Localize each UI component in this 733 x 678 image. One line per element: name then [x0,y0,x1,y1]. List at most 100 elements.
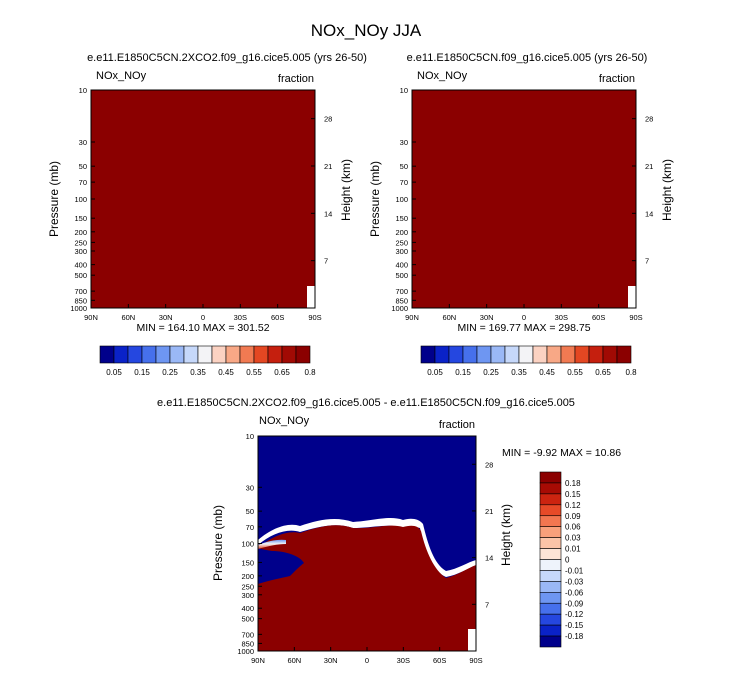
y-tick-label: 850 [74,296,87,305]
x-tick-label: 0 [522,313,526,322]
colorbar-swatch [539,624,562,637]
x-tick-label: 30N [324,656,338,665]
panel-ref-right-label: fraction [278,73,314,85]
y2-tick-label: 14 [645,209,653,218]
y-tick-label: 850 [241,639,254,648]
x-tick-label: 30S [234,313,247,322]
y-tick-label: 850 [395,296,408,305]
colorbar-swatch [539,548,562,560]
colorbar-swatch [602,345,618,364]
colorbar-label: 0.15 [134,368,150,377]
colorbar-label: 0.09 [565,512,581,521]
panel-test-colorbar-labels: 0.05 0.15 0.25 0.35 0.45 0.55 0.65 0.8 [427,368,637,377]
y-tick-label: 400 [74,261,87,270]
colorbar-swatch [546,345,562,364]
y-tick-label: 250 [395,238,408,247]
panel-ref: e.e11.E1850C5CN.2XCO2.f09_g16.cice5.005 … [47,52,367,377]
panel-diff-title: e.e11.E1850C5CN.2XCO2.f09_g16.cice5.005 … [157,397,575,409]
colorbar-swatch [127,345,143,364]
colorbar-label: 0.12 [565,501,581,510]
panel-ref-colorbar [99,345,311,364]
colorbar-swatch [539,537,562,549]
panel-ref-left-label: NOx_NOy [96,70,147,82]
colorbar-swatch [490,345,506,364]
panel-diff-right-label: fraction [439,419,475,431]
colorbar-swatch [183,345,199,364]
colorbar-label: -0.03 [565,577,584,586]
x-tick-label: 30N [159,313,173,322]
x-tick-label: 60N [287,656,301,665]
colorbar-swatch [532,345,548,364]
colorbar-label: 0.8 [625,368,637,377]
y-tick-label: 1000 [237,647,254,656]
y-tick-label: 500 [395,271,408,280]
panel-diff-stats: MIN = -9.92 MAX = 10.86 [502,447,621,459]
panel-test-x-ticks: 90N 60N 30N 0 30S 60S 90S [405,304,643,322]
colorbar-swatch [99,345,115,364]
x-tick-label: 90N [251,656,265,665]
colorbar-label: 0.06 [565,523,581,532]
y-tick-label: 500 [241,615,254,624]
y-tick-label: 100 [395,195,408,204]
y-tick-label: 500 [74,271,87,280]
panel-test: e.e11.E1850C5CN.f09_g16.cice5.005 (yrs 2… [368,52,674,377]
colorbar-label: 0.35 [190,368,206,377]
colorbar-swatch [141,345,157,364]
panel-test-stats: MIN = 169.77 MAX = 298.75 [457,322,590,334]
y-tick-label: 70 [79,178,87,187]
colorbar-swatch [155,345,171,364]
colorbar-swatch [539,570,562,582]
colorbar-label: -0.15 [565,621,584,630]
y2-tick-label: 14 [485,554,493,563]
colorbar-swatch [295,345,311,364]
x-tick-label: 90N [405,313,419,322]
y-tick-label: 700 [74,287,87,296]
colorbar-label: 0.25 [162,368,178,377]
y-tick-label: 70 [246,523,254,532]
x-tick-label: 60N [121,313,135,322]
colorbar-label: -0.09 [565,599,584,608]
y-tick-label: 700 [241,630,254,639]
panel-ref-field [91,90,315,308]
y-tick-label: 200 [74,228,87,237]
y-tick-label: 30 [400,138,408,147]
colorbar-swatch [539,515,562,527]
panel-ref-y2label: Height (km) [339,159,353,221]
panel-diff-left-label: NOx_NOy [259,415,310,427]
y-tick-label: 10 [79,86,87,95]
colorbar-swatch [169,345,185,364]
panel-diff-ylabel: Pressure (mb) [211,505,225,581]
panel-diff-transition-band [258,518,476,577]
panel-test-title: e.e11.E1850C5CN.f09_g16.cice5.005 (yrs 2… [407,52,648,64]
colorbar-swatch [504,345,520,364]
y2-tick-label: 7 [324,257,328,266]
colorbar-swatch [539,471,562,484]
y-tick-label: 300 [241,591,254,600]
colorbar-label: 0.45 [218,368,234,377]
y-tick-label: 50 [400,162,408,171]
x-tick-label: 90S [629,313,642,322]
y-tick-label: 50 [246,507,254,516]
y-tick-label: 30 [246,483,254,492]
colorbar-swatch [239,345,255,364]
panel-ref-x-ticks: 90N 60N 30N 0 30S 60S 90S [84,304,322,322]
y-tick-label: 150 [395,214,408,223]
y-tick-label: 400 [395,261,408,270]
panel-test-field [412,90,636,308]
x-tick-label: 60N [442,313,456,322]
colorbar-label: 0.55 [567,368,583,377]
y-tick-label: 400 [241,604,254,613]
colorbar-swatch [539,592,562,604]
colorbar-label: 0.65 [595,368,611,377]
colorbar-swatch [539,482,562,495]
colorbar-swatch [197,345,213,364]
panel-ref-title: e.e11.E1850C5CN.2XCO2.f09_g16.cice5.005 … [87,52,367,64]
panel-ref-ylabel: Pressure (mb) [47,161,61,237]
y-tick-label: 150 [74,214,87,223]
colorbar-swatch [588,345,604,364]
colorbar-swatch [539,526,562,538]
colorbar-swatch [462,345,478,364]
panel-diff-y2label: Height (km) [499,504,513,566]
panel-diff-tongue-edge [258,539,286,549]
